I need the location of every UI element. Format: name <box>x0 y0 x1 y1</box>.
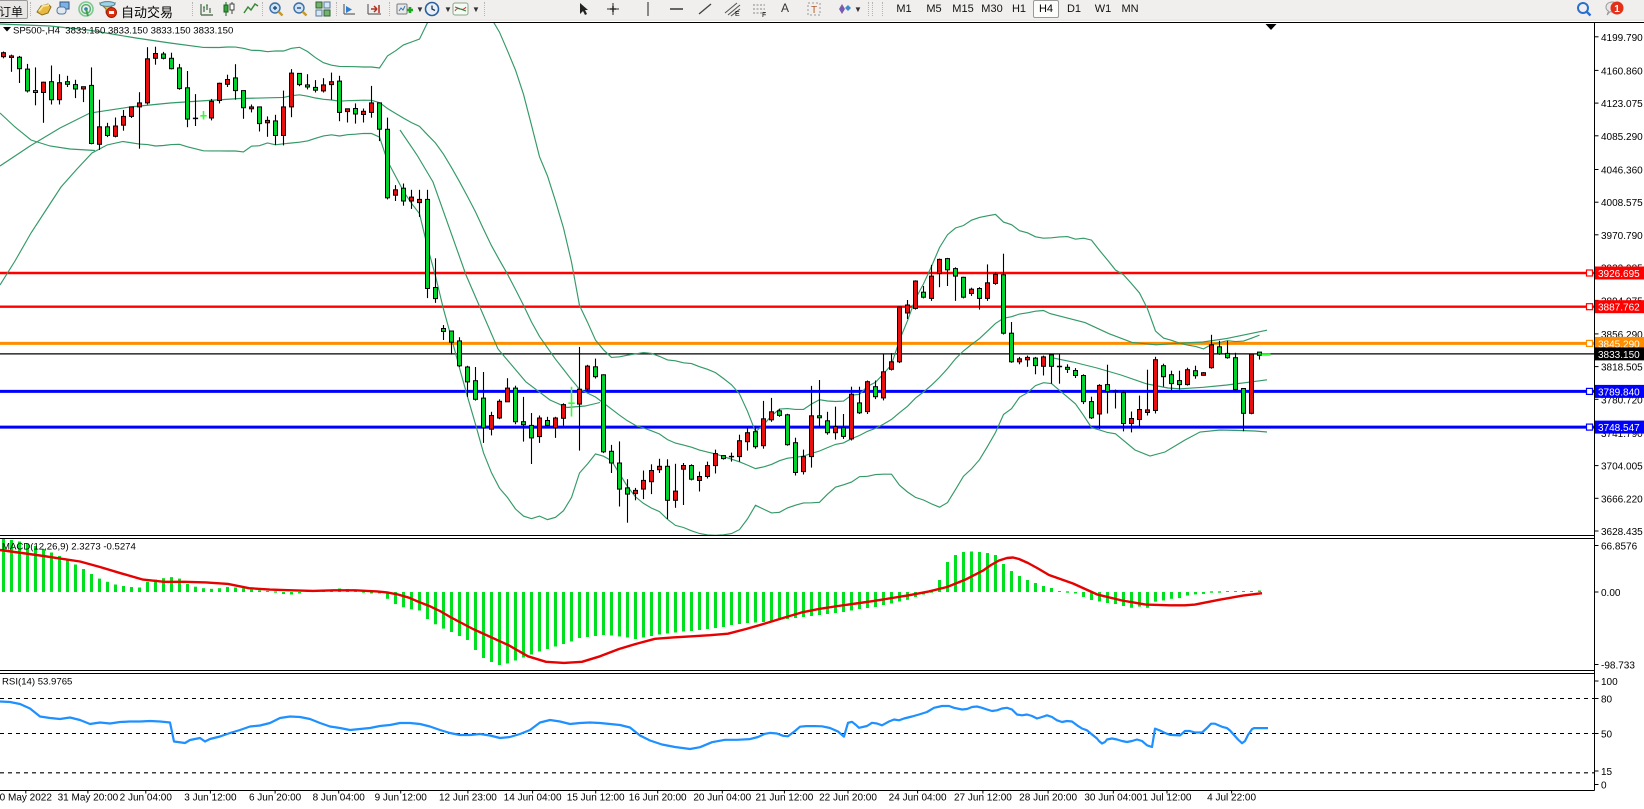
svg-text:100: 100 <box>1601 677 1618 688</box>
svg-text:3845.290: 3845.290 <box>1598 339 1640 350</box>
svg-text:3741.790: 3741.790 <box>1601 429 1643 440</box>
svg-text:8 Jun 04:00: 8 Jun 04:00 <box>313 793 366 804</box>
svg-text:50: 50 <box>1601 730 1613 741</box>
svg-text:31 May 20:00: 31 May 20:00 <box>58 793 119 804</box>
svg-text:4085.290: 4085.290 <box>1601 132 1643 143</box>
svg-text:3926.695: 3926.695 <box>1598 269 1640 280</box>
svg-text:3789.840: 3789.840 <box>1598 387 1640 398</box>
svg-text:1 Jul 12:00: 1 Jul 12:00 <box>1143 793 1192 804</box>
svg-text:0.00: 0.00 <box>1601 588 1621 599</box>
svg-text:MACD(12,26,9) 2.3273 -0.5274: MACD(12,26,9) 2.3273 -0.5274 <box>2 542 137 553</box>
svg-text:9 Jun 12:00: 9 Jun 12:00 <box>375 793 428 804</box>
svg-text:30 Jun 04:00: 30 Jun 04:00 <box>1084 793 1142 804</box>
svg-text:80: 80 <box>1601 695 1613 706</box>
svg-text:12 Jun 23:00: 12 Jun 23:00 <box>439 793 497 804</box>
svg-text:3780.720: 3780.720 <box>1601 395 1643 406</box>
svg-text:4 Jul 22:00: 4 Jul 22:00 <box>1207 793 1256 804</box>
svg-text:6 Jun 20:00: 6 Jun 20:00 <box>249 793 302 804</box>
svg-text:4199.790: 4199.790 <box>1601 33 1643 44</box>
svg-text:28 Jun 20:00: 28 Jun 20:00 <box>1019 793 1077 804</box>
svg-text:15: 15 <box>1601 767 1613 778</box>
svg-text:3833.150: 3833.150 <box>1598 350 1640 361</box>
svg-text:20 Jun 04:00: 20 Jun 04:00 <box>693 793 751 804</box>
svg-text:14 Jun 04:00: 14 Jun 04:00 <box>504 793 562 804</box>
svg-text:15 Jun 12:00: 15 Jun 12:00 <box>567 793 625 804</box>
svg-text:3666.220: 3666.220 <box>1601 494 1643 505</box>
svg-text:27 Jun 12:00: 27 Jun 12:00 <box>954 793 1012 804</box>
svg-text:0 May 2022: 0 May 2022 <box>0 793 52 804</box>
svg-text:-98.733: -98.733 <box>1601 661 1635 672</box>
svg-text:2 Jun 04:00: 2 Jun 04:00 <box>120 793 173 804</box>
svg-text:16 Jun 20:00: 16 Jun 20:00 <box>629 793 687 804</box>
svg-text:1: 1 <box>1614 4 1620 15</box>
svg-text:3748.547: 3748.547 <box>1598 423 1640 434</box>
svg-text:3970.790: 3970.790 <box>1601 231 1643 242</box>
svg-text:T: T <box>811 5 817 16</box>
svg-text:4160.860: 4160.860 <box>1601 66 1643 77</box>
svg-text:4123.075: 4123.075 <box>1601 99 1643 110</box>
svg-text:3818.505: 3818.505 <box>1601 363 1643 374</box>
svg-text:22 Jun 20:00: 22 Jun 20:00 <box>819 793 877 804</box>
svg-text:RSI(14) 53.9765: RSI(14) 53.9765 <box>2 677 72 688</box>
svg-text:F: F <box>762 12 766 18</box>
svg-text:66.8576: 66.8576 <box>1601 542 1638 553</box>
svg-text:4046.360: 4046.360 <box>1601 166 1643 177</box>
svg-text:3628.435: 3628.435 <box>1601 527 1643 538</box>
svg-text:3856.290: 3856.290 <box>1601 330 1643 341</box>
svg-text:E: E <box>735 11 740 18</box>
svg-text:3704.005: 3704.005 <box>1601 462 1643 473</box>
svg-text:3887.762: 3887.762 <box>1598 303 1640 314</box>
svg-text:4008.575: 4008.575 <box>1601 198 1643 209</box>
svg-text:3 Jun 12:00: 3 Jun 12:00 <box>184 793 237 804</box>
svg-text:SP500-,H4 3833.150 3833.150 3: SP500-,H4 3833.150 3833.150 3833.150 383… <box>13 26 233 37</box>
svg-text:24 Jun 04:00: 24 Jun 04:00 <box>889 793 947 804</box>
svg-text:0: 0 <box>1601 781 1607 792</box>
svg-text:21 Jun 12:00: 21 Jun 12:00 <box>755 793 813 804</box>
